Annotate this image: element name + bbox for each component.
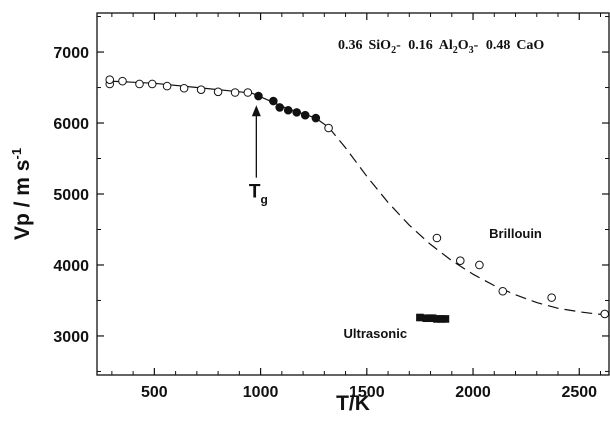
brillouin-point-open: [196, 85, 206, 94]
x-tick-label: 1500: [349, 384, 385, 401]
brillouin-point-open: [230, 88, 240, 97]
brillouin-point-filled: [275, 103, 285, 112]
y-tick-label: 6000: [53, 116, 89, 133]
brillouin-point-open: [600, 309, 610, 319]
x-tick-labels: 500 1000 1500 2000 2500: [141, 384, 597, 401]
brillouin-point-open: [455, 256, 465, 266]
brillouin-point-open: [135, 79, 144, 89]
brillouin-point-open: [475, 260, 484, 270]
y-tick-labels: 3000 4000 5000 6000 7000: [53, 45, 89, 346]
fit-curve-dashed: [328, 126, 607, 316]
x-tick-label: 2500: [561, 384, 597, 401]
brillouin-point-filled: [300, 110, 310, 120]
ultrasonic-point: [437, 315, 445, 323]
ultrasonic-point: [428, 314, 437, 323]
tg-annotation: Tg: [249, 182, 268, 207]
x-tick-label: 2000: [455, 384, 491, 401]
brillouin-point-filled: [254, 91, 263, 101]
brillouin-point-open: [432, 233, 442, 243]
brillouin-point-filled: [292, 108, 302, 117]
brillouin-point-open: [118, 76, 127, 86]
x-tick-label: 500: [141, 384, 168, 401]
data-points: [105, 75, 610, 323]
y-tick-label: 3000: [53, 329, 89, 346]
y-tick-label: 7000: [53, 45, 89, 62]
brillouin-point-filled: [311, 113, 321, 123]
brillouin-point-open: [147, 79, 157, 89]
brillouin-point-open: [243, 88, 253, 97]
composition-label: 0.36 SiO2- 0.16 Al2O3- 0.48 CaO: [338, 38, 544, 56]
ultrasonic-point: [416, 313, 424, 322]
x-axis-title: T/K: [336, 392, 370, 415]
y-tick-label: 5000: [53, 187, 89, 204]
brillouin-point-filled: [283, 105, 293, 115]
brillouin-point-open: [213, 87, 223, 97]
brillouin-point-open: [498, 286, 508, 296]
plot-frame: [96, 12, 610, 376]
ultrasonic-point: [422, 314, 431, 323]
ultrasonic-point: [433, 315, 441, 323]
y-tick-label: 4000: [53, 258, 89, 275]
brillouin-point-open: [547, 293, 556, 302]
x-tick-label: 1000: [243, 384, 279, 401]
brillouin-annotation: Brillouin: [489, 226, 542, 241]
brillouin-point-filled: [269, 96, 278, 106]
ultrasonic-point: [441, 315, 450, 323]
brillouin-point-open: [105, 75, 115, 85]
brillouin-point-open: [324, 123, 333, 133]
brillouin-point-open: [162, 81, 172, 91]
ultrasonic-annotation: Ultrasonic: [344, 326, 408, 341]
axis-ticks: [97, 13, 609, 375]
y-axis-title: Vp / m s-1: [9, 148, 34, 240]
brillouin-point-open: [179, 83, 189, 93]
tg-arrow-head: [251, 105, 261, 117]
